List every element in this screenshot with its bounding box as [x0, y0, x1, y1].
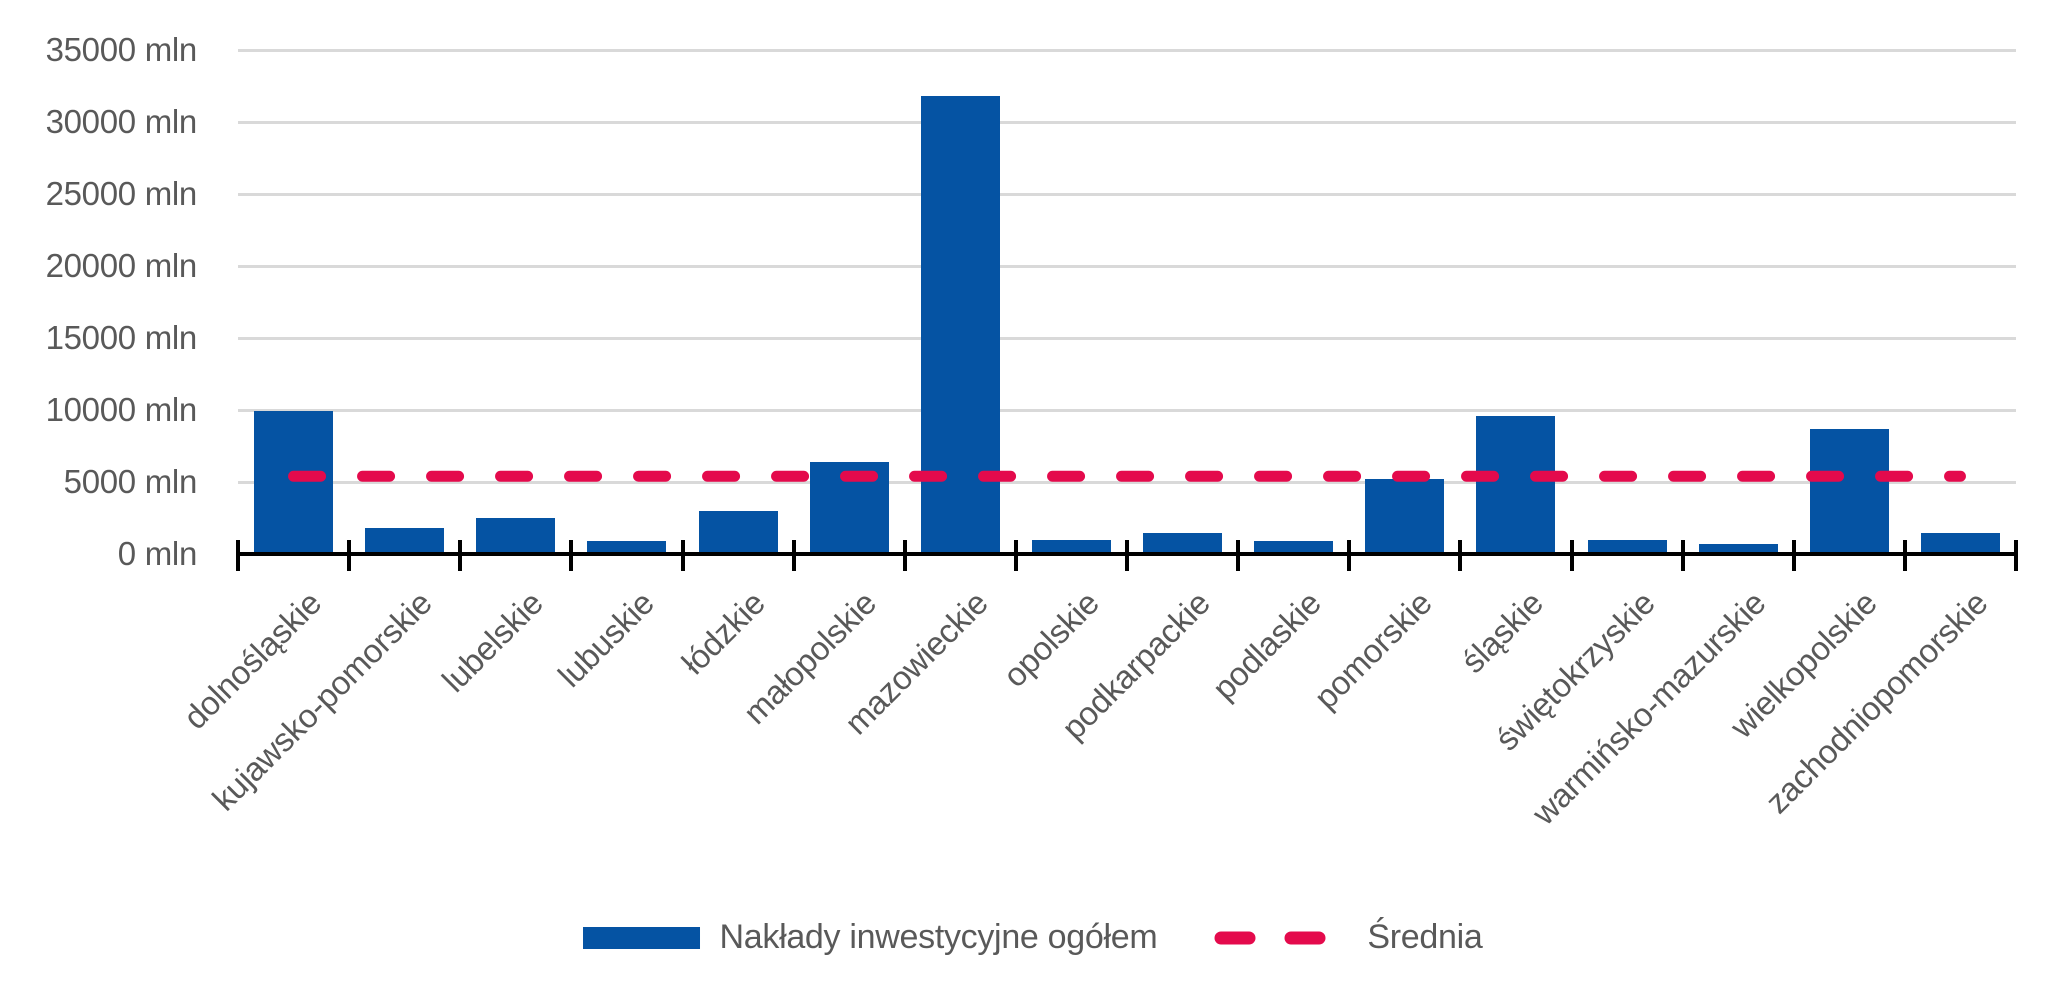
- x-axis-label-śląskie: śląskie: [1454, 584, 1551, 681]
- y-axis-tick-label: 15000 mln: [45, 319, 198, 356]
- legend-series-label: Nakłady inwestycyjne ogółem: [719, 918, 1158, 956]
- x-axis-tick: [1570, 540, 1574, 571]
- x-axis-tick: [1903, 540, 1907, 571]
- bar-pomorskie: [1365, 479, 1444, 554]
- bar-łódzkie: [699, 511, 778, 554]
- bar-wielkopolskie: [1810, 429, 1889, 554]
- x-axis-tick: [458, 540, 462, 571]
- x-axis-tick: [1681, 540, 1685, 571]
- bar-zachodniopomorskie: [1921, 533, 2000, 554]
- x-axis-tick: [1125, 540, 1129, 571]
- y-axis-tick-label: 35000 mln: [45, 31, 198, 68]
- x-axis-tick: [347, 540, 351, 571]
- x-axis-tick: [1347, 540, 1351, 571]
- x-axis-label-łódzkie: łódzkie: [674, 584, 773, 682]
- legend-average-label: Średnia: [1367, 918, 1483, 956]
- x-axis-label-pomorskie: pomorskie: [1307, 584, 1439, 716]
- x-axis-tick: [1458, 540, 1462, 571]
- x-axis-label-lubuskie: lubuskie: [551, 584, 662, 695]
- gridline: [238, 49, 2016, 52]
- x-axis-tick: [681, 540, 685, 571]
- bar-lubelskie: [476, 518, 555, 554]
- x-axis-tick: [1014, 540, 1018, 571]
- x-axis-label-opolskie: opolskie: [995, 584, 1106, 695]
- x-axis-tick: [792, 540, 796, 571]
- bar-warmińsko-mazurskie: [1699, 544, 1778, 554]
- gridline: [238, 481, 2016, 484]
- x-axis-tick: [236, 540, 240, 571]
- x-axis-label-lubelskie: lubelskie: [434, 584, 550, 700]
- x-axis-label-zachodniopomorskie: zachodniopomorskie: [1758, 584, 1995, 821]
- bar-lubuskie: [587, 541, 666, 554]
- legend-bar-swatch: [582, 926, 700, 949]
- legend-dash-icon: [1213, 930, 1345, 946]
- bar-opolskie: [1032, 540, 1111, 554]
- x-axis-tick: [1236, 540, 1240, 571]
- bar-podkarpackie: [1143, 533, 1222, 554]
- bar-świętokrzyskie: [1588, 540, 1667, 554]
- bar-podlaskie: [1254, 541, 1333, 554]
- y-axis-tick-label: 20000 mln: [45, 247, 198, 284]
- gridline: [238, 409, 2016, 412]
- legend: Nakłady inwestycyjne ogółem Średnia: [582, 918, 1483, 957]
- x-axis-label-kujawsko-pomorskie: kujawsko-pomorskie: [205, 584, 439, 818]
- gridline: [238, 193, 2016, 196]
- gridline: [238, 265, 2016, 268]
- bar-małopolskie: [810, 462, 889, 554]
- x-axis-tick: [903, 540, 907, 571]
- x-axis-tick: [2014, 540, 2018, 571]
- y-axis-tick-label: 0 mln: [117, 535, 198, 572]
- y-axis-tick-label: 25000 mln: [45, 175, 198, 212]
- y-axis-tick-label: 10000 mln: [45, 391, 198, 428]
- bar-kujawsko-pomorskie: [365, 528, 444, 554]
- bar-mazowieckie: [921, 96, 1000, 554]
- y-axis-tick-label: 30000 mln: [45, 103, 198, 140]
- x-axis-tick: [569, 540, 573, 571]
- bar-śląskie: [1476, 416, 1555, 554]
- gridline: [238, 337, 2016, 340]
- y-axis-tick-label: 5000 mln: [63, 463, 198, 500]
- gridline: [238, 121, 2016, 124]
- bar-dolnośląskie: [254, 411, 333, 554]
- x-axis-tick: [1792, 540, 1796, 571]
